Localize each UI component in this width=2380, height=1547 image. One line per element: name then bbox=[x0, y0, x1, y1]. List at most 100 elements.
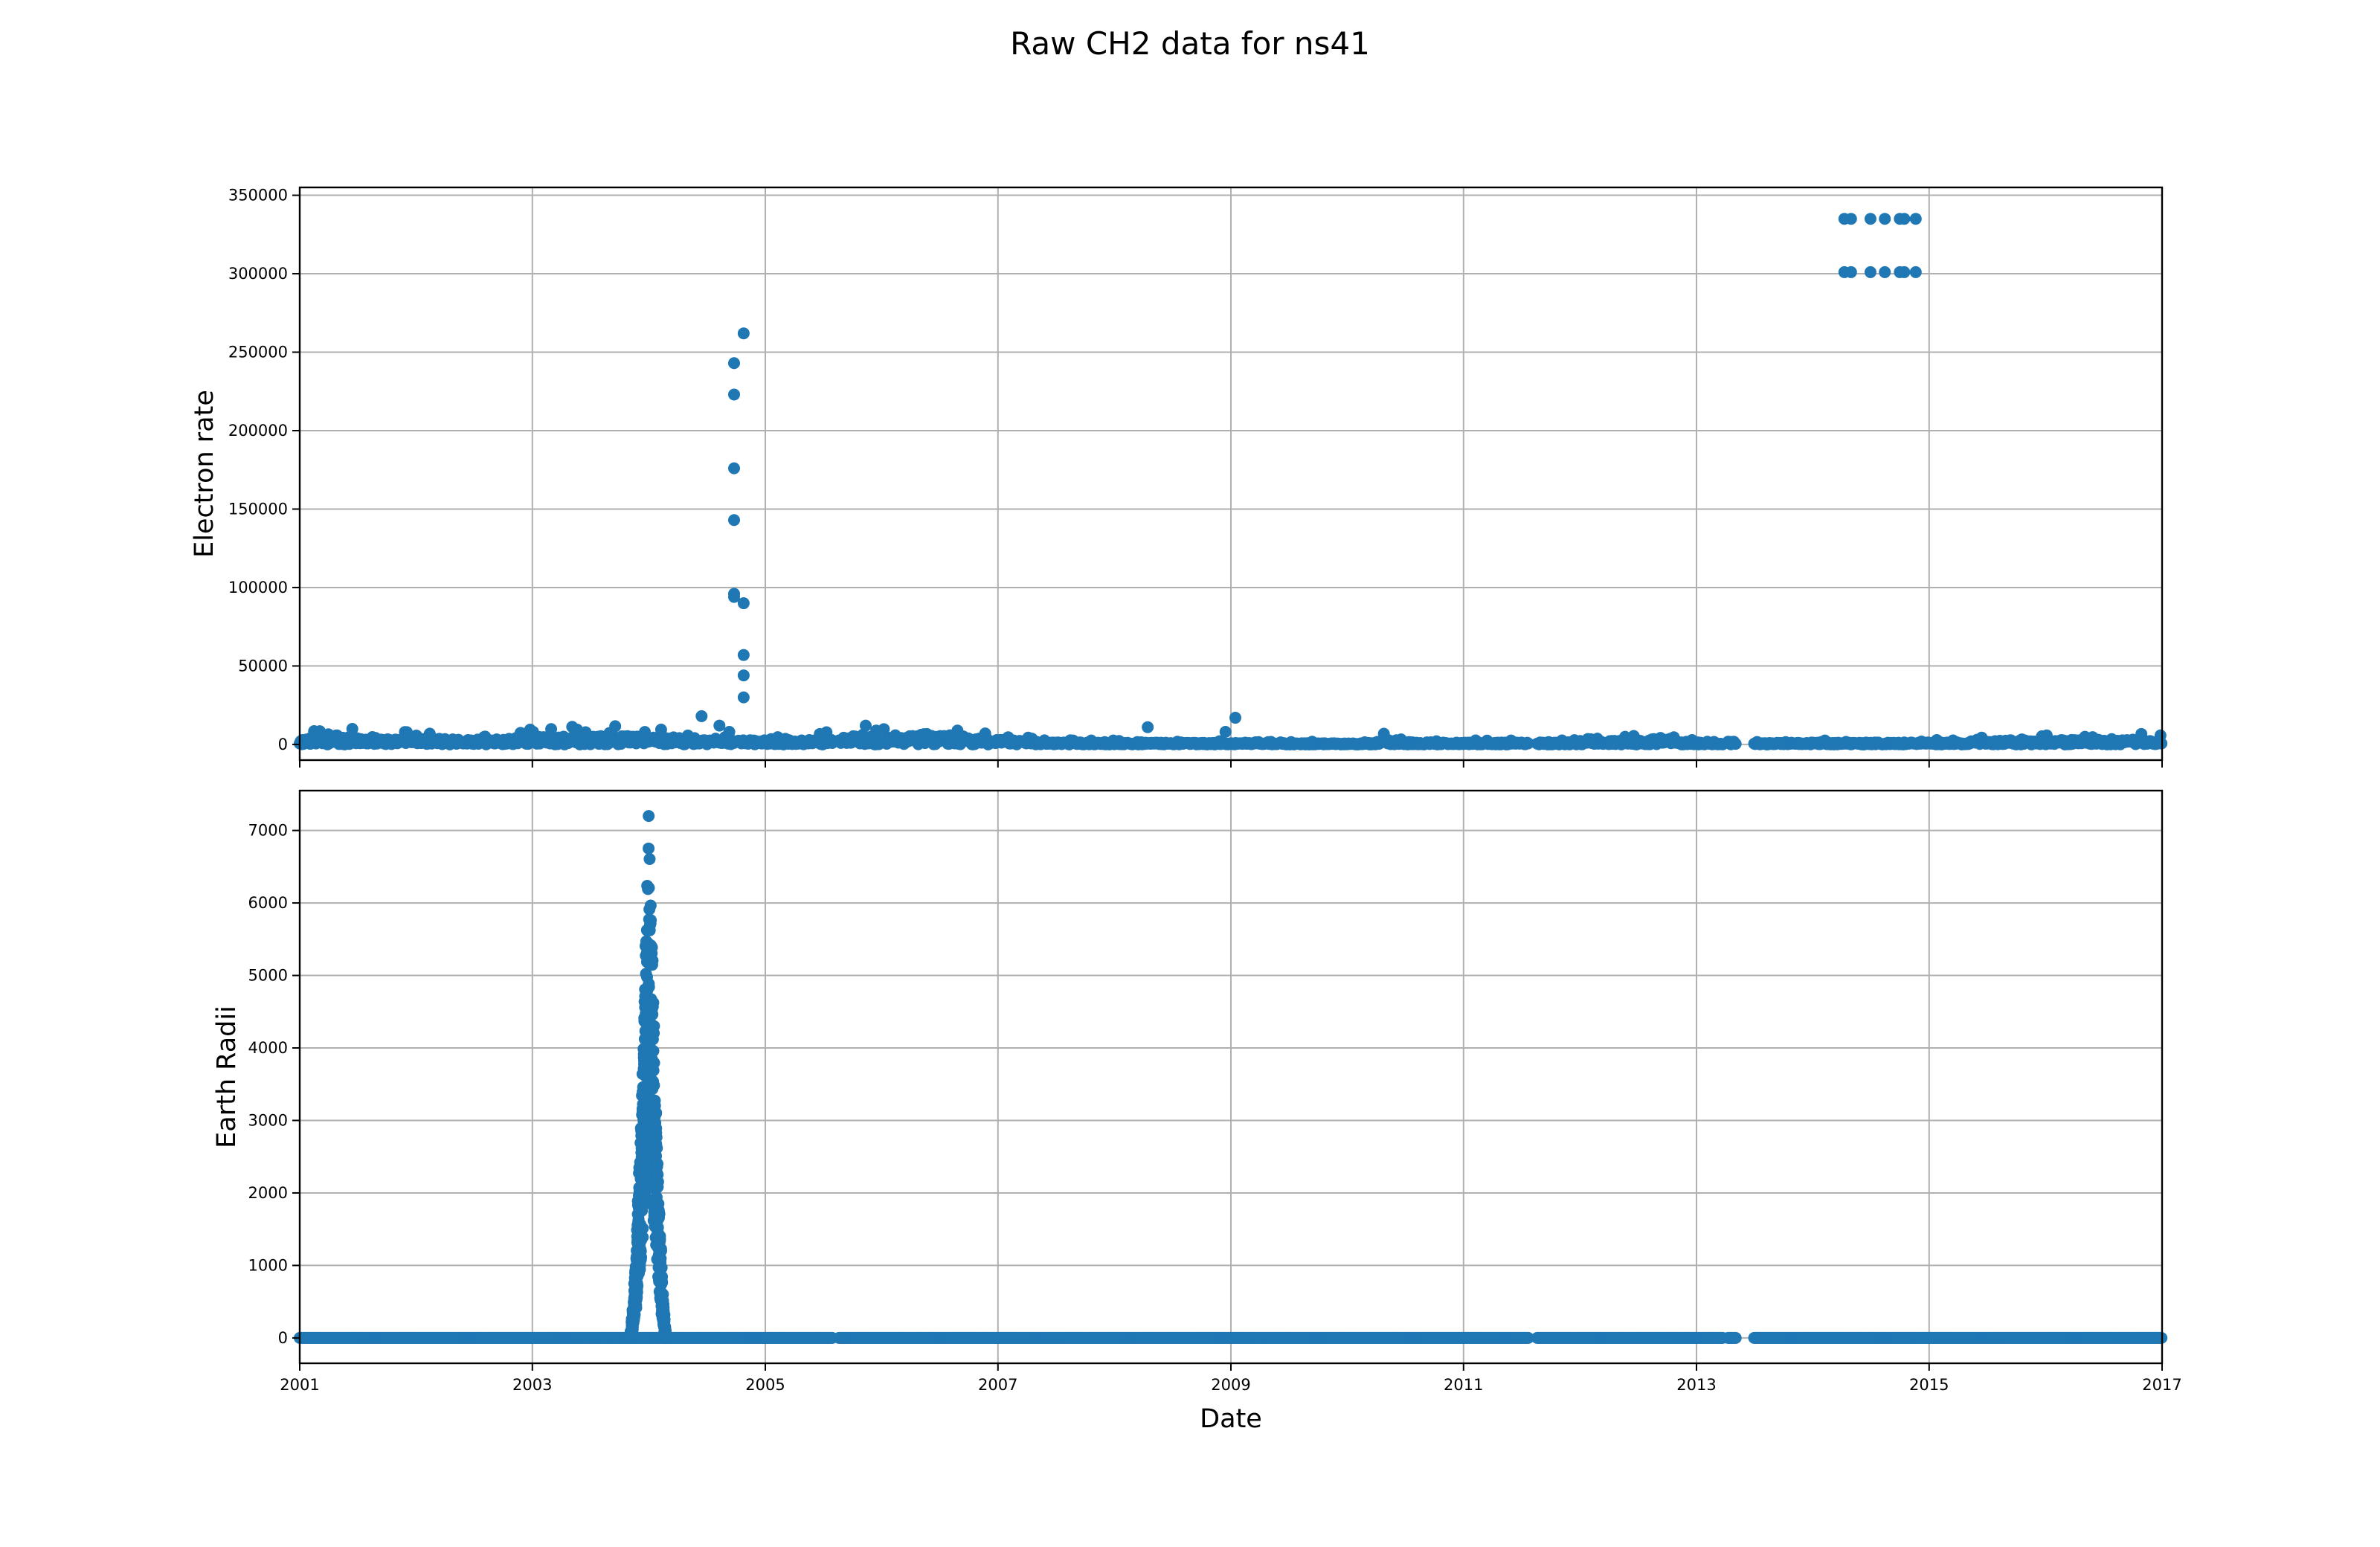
peak-point bbox=[652, 1197, 665, 1210]
peak-point bbox=[643, 852, 656, 865]
data-point bbox=[737, 327, 750, 340]
peak-point bbox=[654, 1252, 667, 1265]
peak-point bbox=[649, 1094, 661, 1107]
peak-point bbox=[650, 1107, 663, 1119]
y-tick-label: 250000 bbox=[228, 344, 288, 361]
y-tick-label: 5000 bbox=[248, 967, 288, 985]
x-tick-label: 2011 bbox=[1444, 1376, 1483, 1394]
y-tick-label: 100000 bbox=[228, 579, 288, 596]
y-tick-label: 200000 bbox=[228, 422, 288, 440]
baseline-point bbox=[1729, 1331, 1742, 1344]
data-point bbox=[728, 357, 741, 370]
data-point bbox=[713, 719, 726, 732]
baseline-point bbox=[1522, 1331, 1534, 1344]
y-tick-label: 0 bbox=[278, 736, 288, 753]
data-point bbox=[1879, 266, 1891, 278]
data-point bbox=[1864, 266, 1876, 278]
peak-point bbox=[655, 1261, 668, 1274]
x-tick-label: 2007 bbox=[978, 1376, 1017, 1394]
peak-point bbox=[647, 1045, 660, 1058]
x-tick-label: 2017 bbox=[2142, 1376, 2181, 1394]
data-point bbox=[728, 388, 741, 401]
peak-point bbox=[652, 1175, 664, 1188]
data-point bbox=[1844, 266, 1857, 278]
y-tick-label: 1000 bbox=[248, 1256, 288, 1274]
data-point bbox=[728, 514, 741, 527]
peak-point bbox=[637, 1231, 649, 1244]
y-tick-label: 3000 bbox=[248, 1111, 288, 1129]
y-tick-label: 0 bbox=[278, 1329, 288, 1347]
peak-point bbox=[650, 1131, 663, 1144]
data-point bbox=[728, 591, 741, 603]
figure-title: Raw CH2 data for ns41 bbox=[1010, 25, 1370, 62]
data-point bbox=[1229, 712, 1241, 724]
data-point bbox=[1898, 213, 1911, 225]
peak-point bbox=[648, 1079, 660, 1092]
data-point bbox=[737, 649, 750, 661]
peak-point bbox=[652, 1157, 664, 1170]
peak-point bbox=[651, 1142, 663, 1154]
x-tick-label: 2015 bbox=[1909, 1376, 1949, 1394]
data-point bbox=[1142, 721, 1154, 733]
panel-bottom: 2001 2003 2005 2007 2009 2011 2013 2015 2017 0 100… bbox=[212, 789, 2182, 1434]
data-point bbox=[1909, 213, 1922, 225]
data-point bbox=[737, 691, 750, 704]
peak-point bbox=[654, 1232, 666, 1245]
peak-point bbox=[643, 842, 655, 855]
data-point bbox=[723, 726, 736, 739]
baseline-point bbox=[1729, 738, 1742, 750]
x-tick-label: 2013 bbox=[1676, 1376, 1716, 1394]
series-markers bbox=[294, 213, 2168, 750]
data-point bbox=[1864, 213, 1876, 225]
data-point bbox=[1909, 266, 1922, 278]
y-tick-label: 4000 bbox=[248, 1039, 288, 1057]
y-tick-label: 2000 bbox=[248, 1184, 288, 1202]
baseline-point bbox=[346, 723, 358, 736]
x-tick-label: 2001 bbox=[280, 1376, 319, 1394]
peak-point bbox=[648, 1027, 660, 1040]
x-axis-label: Date bbox=[1200, 1404, 1262, 1434]
data-point bbox=[737, 669, 750, 682]
peak-point bbox=[637, 1222, 649, 1235]
peak-max-point bbox=[643, 810, 655, 823]
y-axis-label: Electron rate bbox=[190, 390, 219, 558]
panel-top: 0 50000 100000 150000 200000 250000 300000 3500… bbox=[190, 187, 2168, 768]
data-point bbox=[1879, 213, 1891, 225]
baseline-point bbox=[609, 720, 622, 733]
peak-point bbox=[660, 1331, 673, 1344]
y-tick-label: 300000 bbox=[228, 265, 288, 283]
peak-point bbox=[653, 1208, 666, 1220]
y-tick-label: 50000 bbox=[238, 657, 288, 675]
data-point bbox=[1898, 266, 1911, 278]
data-point bbox=[728, 462, 741, 475]
peak-point bbox=[646, 959, 658, 971]
y-axis-label: Earth Radii bbox=[212, 1006, 242, 1148]
peak-point bbox=[650, 1122, 663, 1135]
peak-point bbox=[631, 1279, 644, 1292]
baseline-point bbox=[1522, 737, 1534, 750]
x-tick-label: 2009 bbox=[1211, 1376, 1250, 1394]
peak-point bbox=[646, 941, 658, 953]
data-point bbox=[737, 597, 750, 610]
baseline-point bbox=[859, 719, 872, 732]
x-tick-label: 2003 bbox=[512, 1376, 552, 1394]
peak-point bbox=[644, 899, 657, 912]
peak-point bbox=[655, 1273, 668, 1286]
baseline-point bbox=[878, 723, 890, 736]
peak-point bbox=[643, 977, 655, 990]
y-tick-label: 350000 bbox=[228, 187, 288, 205]
y-tick-label: 150000 bbox=[228, 500, 288, 518]
data-point bbox=[695, 710, 708, 722]
data-point bbox=[1219, 726, 1232, 739]
series-markers bbox=[294, 810, 2168, 1344]
x-tick-label: 2005 bbox=[745, 1376, 785, 1394]
data-point bbox=[1844, 213, 1857, 225]
y-tick-label: 7000 bbox=[248, 822, 288, 840]
peak-point bbox=[648, 1057, 660, 1070]
peak-point bbox=[643, 881, 655, 894]
peak-point bbox=[646, 1000, 659, 1013]
peak-point bbox=[643, 919, 656, 931]
peak-point bbox=[635, 1251, 648, 1264]
